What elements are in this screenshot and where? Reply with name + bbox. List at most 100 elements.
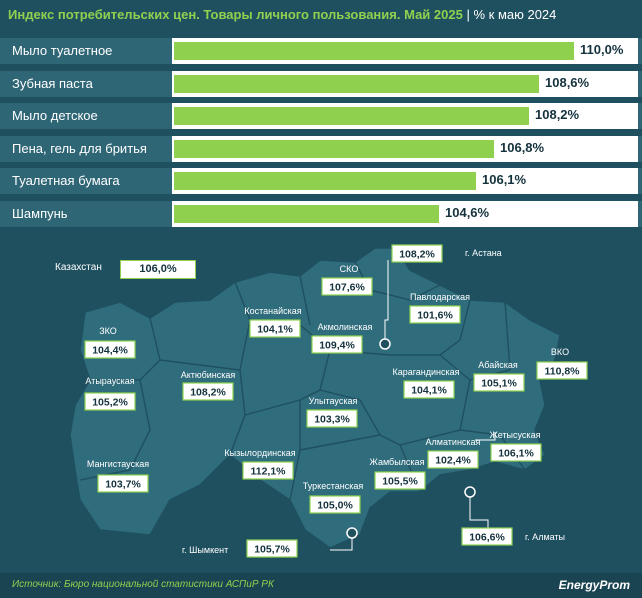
bar	[174, 172, 476, 190]
bar-category-label: Мыло туалетное	[12, 43, 113, 58]
region-name: г. Алматы	[525, 532, 565, 542]
region-value: 105,5%	[382, 476, 418, 488]
region-value-box: 105,1%	[473, 373, 525, 392]
region-value-box: 104,1%	[249, 319, 301, 338]
bar-category-label: Туалетная бумага	[12, 173, 120, 188]
region-name: Акмолинская	[318, 322, 373, 332]
country-value: 106,0%	[120, 260, 196, 279]
region-label: Алматинская 102,4%	[426, 437, 481, 469]
footer: Источник: Бюро национальной статистики А…	[0, 573, 642, 598]
region-value: 110,8%	[544, 366, 580, 378]
region-label: Павлодарская 101,6%	[409, 292, 470, 324]
region-label: Актюбинская 108,2%	[181, 370, 235, 401]
region-value: 101,6%	[417, 310, 453, 322]
region-label: г. Шымкент 105,7%	[182, 539, 298, 558]
bar-row: Мыло туалетное 110,0%	[0, 38, 642, 64]
region-name: Атырауская	[85, 376, 134, 386]
region-label: ЗКО 104,4%	[84, 326, 136, 359]
astana-marker	[379, 338, 391, 350]
region-value-box: 104,1%	[403, 380, 455, 399]
region-value-box: 112,1%	[242, 461, 294, 480]
region-name: Туркестанская	[303, 481, 364, 491]
region-value: 105,0%	[317, 500, 353, 512]
region-label: Улытауская 103,3%	[306, 396, 358, 428]
bar-value-label: 108,6%	[545, 74, 590, 90]
region-label: Туркестанская 105,0%	[303, 481, 364, 514]
bar-row: Шампунь 104,6%	[0, 200, 642, 227]
region-label: СКО 107,6%	[321, 264, 373, 296]
region-value-box: 104,4%	[84, 340, 136, 359]
region-label: Акмолинская 109,4%	[311, 322, 373, 354]
bar-track: 108,2%	[172, 103, 638, 129]
region-label: г. Астана 108,2%	[391, 244, 502, 263]
bar-value-label: 106,8%	[500, 139, 545, 155]
region-value: 109,4%	[319, 340, 355, 352]
region-value-box: 103,3%	[306, 409, 358, 428]
region-name: Кызылординская	[224, 448, 295, 458]
brand-logo: EnergyProm	[558, 578, 630, 592]
region-label: Жетысуская 106,1%	[490, 430, 542, 462]
region-name: Мангистауская	[87, 459, 149, 469]
almaty-marker	[464, 486, 476, 498]
region-name: Улытауская	[309, 396, 358, 406]
title-main: Индекс потребительских цен. Товары лично…	[8, 7, 463, 22]
bar-track: 108,6%	[172, 70, 638, 97]
region-label: ВКО 110,8%	[536, 347, 588, 380]
region-label: Атырауская 105,2%	[84, 376, 136, 411]
region-value: 104,4%	[92, 345, 128, 357]
region-name: ВКО	[551, 347, 569, 357]
title-unit: % к маю 2024	[473, 7, 557, 22]
region-label: г. Алматы 106,6%	[461, 527, 565, 546]
shymkent-marker	[346, 527, 358, 539]
bar-value-label: 110,0%	[580, 42, 624, 57]
bar-value-label: 104,6%	[445, 204, 490, 220]
bar-category-label: Шампунь	[12, 205, 68, 221]
region-name: Алматинская	[426, 437, 481, 447]
region-name: Жетысуская	[490, 430, 541, 440]
bar-category-label: Зубная паста	[12, 75, 93, 91]
bar	[174, 139, 494, 158]
bar-value-label: 108,2%	[535, 107, 580, 122]
region-label: Абайская 105,1%	[473, 360, 525, 392]
region-name: Абайская	[478, 360, 518, 370]
region-label: Кызылординская 112,1%	[224, 448, 296, 480]
region-value: 107,6%	[329, 282, 365, 294]
region-value-box: 105,5%	[374, 471, 426, 490]
bar-track: 110,0%	[172, 38, 638, 64]
bar	[174, 42, 574, 60]
bar-category-label: Мыло детское	[12, 108, 98, 123]
region-value-box: 102,4%	[427, 450, 479, 469]
region-value-box: 107,6%	[321, 277, 373, 296]
region-value: 112,1%	[250, 466, 286, 478]
region-name: г. Шымкент	[182, 545, 228, 555]
region-value: 102,4%	[435, 455, 471, 467]
region-value-box: 106,6%	[461, 527, 513, 546]
region-value: 103,7%	[105, 479, 141, 491]
region-value: 104,1%	[257, 324, 293, 336]
region-value-box: 108,2%	[391, 244, 443, 263]
region-value: 108,2%	[399, 249, 435, 261]
region-value-box: 105,2%	[84, 392, 136, 411]
region-value-box: 106,1%	[490, 443, 542, 462]
region-name: ЗКО	[99, 326, 117, 336]
region-value: 106,6%	[469, 532, 505, 544]
bar	[174, 74, 539, 93]
region-value-box: 103,7%	[97, 474, 149, 493]
region-value: 108,2%	[190, 387, 226, 399]
region-value: 105,2%	[92, 397, 128, 409]
country-label: Казахстан	[55, 262, 102, 273]
region-label: Костанайская 104,1%	[244, 306, 302, 338]
bar	[174, 107, 529, 125]
bar-value-label: 106,1%	[482, 172, 527, 187]
bar-row: Мыло детское 108,2%	[0, 103, 642, 129]
region-label: Жамбылская 105,5%	[370, 457, 426, 490]
bar-category-label: Пена, гель для бритья	[12, 140, 147, 156]
region-label: Мангистауская 103,7%	[87, 459, 149, 493]
region-map: ЗКО 104,4% Атырауская 105,2% Мангистауская 10…	[69, 244, 588, 558]
region-value-box: 101,6%	[409, 305, 461, 324]
region-value-box: 110,8%	[536, 361, 588, 380]
region-value-box: 109,4%	[311, 335, 363, 354]
region-name: Павлодарская	[410, 292, 470, 302]
bar-row: Зубная паста 108,6%	[0, 70, 642, 97]
region-value-box: 105,7%	[246, 539, 298, 558]
